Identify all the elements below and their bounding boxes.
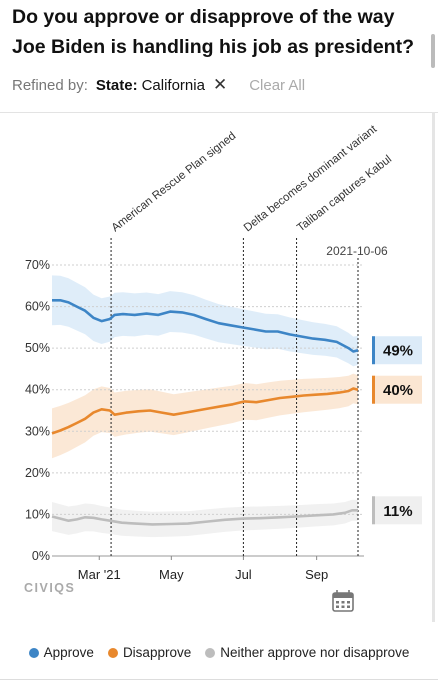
legend: Approve Disapprove Neither approve nor d… bbox=[0, 645, 438, 660]
confidence-band-approve bbox=[52, 275, 358, 367]
calendar-cell bbox=[336, 601, 339, 604]
calendar-icon[interactable] bbox=[332, 590, 354, 612]
series-line-neither bbox=[51, 509, 358, 526]
confidence-band-neither bbox=[52, 499, 358, 538]
end-label-bar-approve bbox=[372, 336, 375, 365]
y-tick-label: 50% bbox=[25, 341, 50, 355]
grid: 0% 10% 20% 30% 40% 50% 60% 70% bbox=[25, 258, 364, 563]
y-tick-label: 30% bbox=[25, 424, 50, 438]
clear-all-button[interactable]: Clear All bbox=[249, 76, 306, 94]
series-line-disapprove bbox=[51, 387, 359, 435]
chip-value: California bbox=[141, 76, 205, 94]
y-tick-label: 40% bbox=[25, 383, 50, 397]
chip-key: State: bbox=[95, 76, 138, 94]
scrollbar-thumb[interactable] bbox=[431, 34, 435, 68]
legend-item-approve[interactable]: Approve bbox=[28, 645, 94, 660]
confidence-band-disapprove bbox=[52, 373, 358, 459]
end-label-box-neither bbox=[372, 496, 422, 525]
calendar-cell bbox=[347, 605, 350, 608]
calendar-cell bbox=[341, 605, 345, 608]
calendar-cell bbox=[341, 601, 345, 604]
y-tick-label: 20% bbox=[25, 466, 50, 480]
calendar-cell bbox=[347, 601, 350, 604]
civiqs-logo: CIVIQS bbox=[24, 581, 75, 595]
x-tick-label: May bbox=[159, 567, 184, 582]
x-tick-label: Mar '21 bbox=[78, 567, 121, 582]
confidence-bands bbox=[52, 275, 358, 538]
filter-bar: Refined by: State: California ✕ Clear Al… bbox=[12, 72, 305, 98]
brand-text: CIVIQS bbox=[24, 581, 75, 595]
calendar-cell bbox=[336, 605, 339, 608]
legend-dot-approve bbox=[28, 647, 39, 658]
end-labels: 49% 40% 11% bbox=[372, 336, 422, 525]
title-line-2: Joe Biden is handling his job as preside… bbox=[12, 36, 414, 58]
refined-by-label: Refined by: bbox=[12, 76, 88, 94]
y-tick-label: 10% bbox=[25, 507, 50, 521]
x-tick-label: Sep bbox=[305, 567, 328, 582]
legend-item-disapprove[interactable]: Disapprove bbox=[107, 645, 192, 660]
side-scrollbar[interactable] bbox=[432, 112, 435, 622]
approval-chart: 0% 10% 20% 30% 40% 50% 60% 70% American Rescue … bbox=[24, 123, 422, 612]
x-axis: Mar '21 May Jul Sep bbox=[78, 556, 328, 582]
series-line-approve bbox=[52, 299, 359, 353]
state-filter-chip[interactable]: State: California ✕ bbox=[96, 75, 227, 95]
y-tick-label: 70% bbox=[25, 258, 50, 272]
end-label-box-disapprove bbox=[372, 375, 422, 404]
calendar-header bbox=[333, 593, 353, 598]
title-line-1: Do you approve or disapprove of the way bbox=[12, 6, 395, 28]
current-date-label: 2021-10-06 bbox=[326, 244, 388, 258]
y-tick-label: 60% bbox=[25, 300, 50, 314]
end-label-disapprove: 40% bbox=[383, 382, 413, 399]
legend-dot-disapprove bbox=[107, 647, 118, 658]
annotation-label-3: Taliban captures Kabul bbox=[295, 153, 394, 234]
end-label-approve: 49% bbox=[383, 343, 413, 360]
legend-label-neither: Neither approve nor disapprove bbox=[220, 645, 410, 660]
legend-label-disapprove: Disapprove bbox=[122, 645, 192, 660]
series-lines bbox=[51, 299, 359, 526]
legend-label-approve: Approve bbox=[43, 645, 94, 660]
x-tick-label: Jul bbox=[235, 567, 252, 582]
annotation-label-1: American Rescue Plan signed bbox=[110, 130, 239, 234]
close-icon[interactable]: ✕ bbox=[212, 75, 228, 94]
legend-item-neither[interactable]: Neither approve nor disapprove bbox=[205, 645, 409, 660]
legend-dot-neither bbox=[205, 647, 216, 658]
divider bbox=[0, 112, 438, 113]
end-label-neither: 11% bbox=[383, 503, 412, 520]
end-label-box-approve bbox=[372, 336, 422, 365]
end-label-bar-disapprove bbox=[372, 375, 375, 404]
chart-title: Do you approve or disapprove of the way … bbox=[12, 2, 432, 62]
end-label-bar-neither bbox=[372, 496, 375, 525]
y-tick-label: 0% bbox=[32, 549, 50, 563]
